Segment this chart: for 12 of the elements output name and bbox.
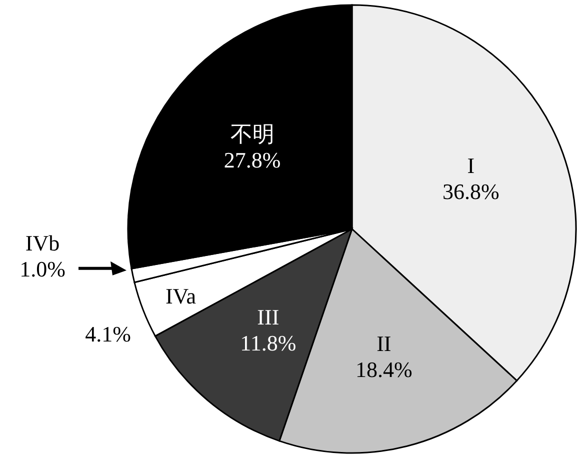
slice-label: II bbox=[376, 330, 392, 356]
slice-label: III bbox=[257, 304, 280, 330]
data-label: 4.1% bbox=[85, 322, 131, 347]
data-label: 1.0% bbox=[20, 256, 66, 282]
slice-label: I bbox=[467, 152, 475, 178]
data-label: 27.8% bbox=[224, 148, 281, 173]
slice-label: IVb bbox=[25, 230, 60, 256]
data-label: 18.4% bbox=[356, 356, 412, 382]
data-label: 36.8% bbox=[442, 178, 500, 204]
slice-label: 不明 bbox=[230, 122, 274, 147]
data-label: 11.8% bbox=[240, 330, 296, 356]
slice-label: IVa bbox=[165, 283, 196, 308]
